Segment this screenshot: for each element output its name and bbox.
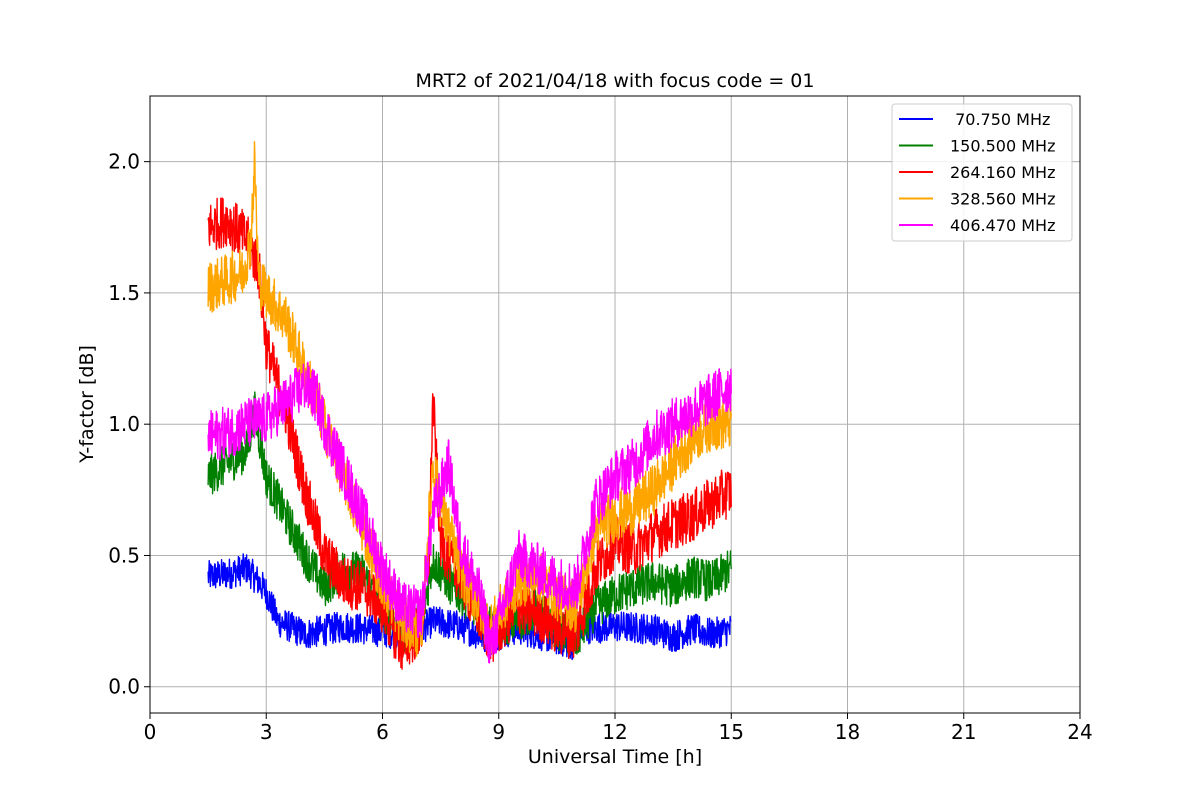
y-tick-label: 0.5: [108, 543, 140, 567]
x-tick-label: 12: [602, 720, 627, 744]
series-line-4: [207, 361, 732, 664]
x-tick-label: 15: [719, 720, 744, 744]
series-line-2: [207, 197, 732, 670]
x-tick-label: 6: [376, 720, 389, 744]
legend-label-3: 328.560 MHz: [950, 190, 1055, 209]
x-axis: 0 3 6 9 12 15 18 21 24: [144, 713, 1093, 744]
x-tick-label: 0: [144, 720, 157, 744]
x-tick-label: 21: [951, 720, 976, 744]
chart-title: MRT2 of 2021/04/18 with focus code = 01: [416, 70, 815, 92]
x-tick-label: 9: [492, 720, 505, 744]
y-tick-label: 1.5: [108, 281, 140, 305]
y-tick-label: 2.0: [108, 150, 140, 174]
series-line-0: [207, 553, 732, 661]
legend-box: [891, 103, 1073, 242]
legend-items: 70.750 MHz 150.500 MHz 264.160 MHz 328.560 …: [899, 110, 1055, 235]
x-tick-label: 3: [260, 720, 273, 744]
y-axis-label: Y-factor [dB]: [76, 345, 98, 464]
x-axis-label: Universal Time [h]: [528, 746, 702, 768]
legend-label-4: 406.470 MHz: [950, 216, 1055, 235]
legend-label-2: 264.160 MHz: [950, 163, 1055, 182]
x-tick-label: 18: [835, 720, 860, 744]
legend-label-1: 150.500 MHz: [950, 137, 1055, 156]
y-tick-label: 1.0: [108, 412, 140, 436]
series-lines: [207, 141, 732, 670]
y-tick-label: 0.0: [108, 675, 140, 699]
legend: 70.750 MHz 150.500 MHz 264.160 MHz 328.560 …: [891, 103, 1073, 242]
x-tick-label: 24: [1067, 720, 1092, 744]
y-axis: 0.0 0.5 1.0 1.5 2.0: [108, 150, 150, 699]
legend-label-0: 70.750 MHz: [950, 110, 1050, 129]
